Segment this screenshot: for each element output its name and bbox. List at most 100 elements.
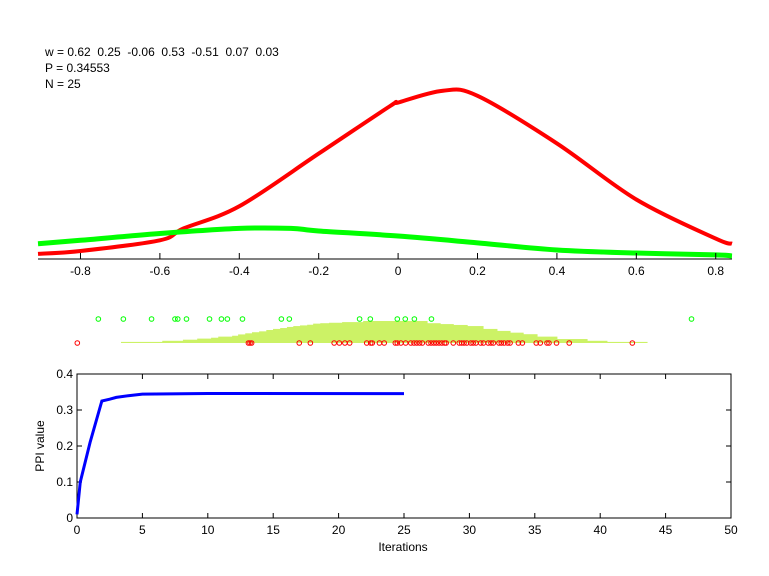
green-sample-point (428, 316, 435, 322)
histogram-bar (211, 337, 219, 343)
red-sample-point (485, 340, 492, 346)
histogram-bar (537, 336, 558, 343)
green-sample-point (120, 316, 127, 322)
red-sample-point (507, 340, 513, 346)
histogram-bar (232, 335, 239, 343)
histogram-bar (556, 339, 588, 343)
weights-text: w = 0.62 0.25 -0.06 0.53 -0.51 0.07 0.03 (45, 45, 279, 59)
x-tick-label: 50 (724, 523, 738, 537)
x-tick-label: -0.6 (150, 264, 171, 278)
red-sample-point (443, 340, 449, 346)
green-sample-point (286, 316, 293, 322)
x-tick-label: 0 (395, 264, 402, 278)
histogram-bar (440, 324, 454, 343)
red-sample-point (467, 340, 474, 346)
x-tick-label: 40 (594, 523, 608, 537)
red-sample-point (428, 340, 434, 346)
histogram-bar (453, 324, 468, 343)
x-tick-label: 0 (74, 523, 81, 537)
red-sample-point (431, 340, 437, 346)
ppi-plot: 0 5 10 15 20 25 30 35 40 45 50 0 0.1 0.2 0.3 0.4 Iterati… (33, 367, 738, 554)
density-plot: -0.8 -0.6 -0.4 -0.2 0 0.2 0.4 0.6 0.8 (37, 87, 733, 278)
x-tick-label: -0.2 (308, 264, 329, 278)
red-sample-point (544, 340, 550, 346)
red-sample-point (463, 340, 470, 346)
red-sample-point (433, 340, 440, 346)
histogram-bar (245, 333, 253, 343)
red-sample-point (74, 340, 81, 346)
green-sample-point (148, 316, 155, 322)
red-sample-point (458, 340, 465, 346)
red-sample-point (629, 340, 636, 346)
x-tick-label: 45 (659, 523, 673, 537)
red-sample-point (336, 340, 343, 346)
red-sample-point (461, 340, 467, 346)
red-sample-point (296, 340, 303, 346)
red-sample-point (392, 340, 399, 346)
x-tick-label: 30 (463, 523, 477, 537)
red-sample-point (450, 340, 457, 346)
x-tick-label: 20 (332, 523, 346, 537)
red-sample-point (402, 340, 409, 346)
y-tick-label: 0.1 (56, 475, 73, 489)
red-sample-point (490, 340, 497, 346)
red-sample-point (413, 340, 420, 346)
green-sample-point (218, 316, 225, 322)
histogram-bar (363, 321, 428, 343)
green-sample-point (367, 316, 374, 322)
red-sample-point (477, 340, 484, 346)
red-sample-point (381, 340, 388, 346)
green-density-curve (37, 225, 733, 259)
green-sample-point (95, 316, 102, 322)
red-sample-point (496, 340, 502, 346)
histogram-bar (427, 323, 441, 343)
x-tick-label: 0.6 (628, 264, 645, 278)
green-sample-point (411, 316, 418, 322)
y-tick-label: 0 (66, 511, 73, 525)
p-value-text: P = 0.34553 (45, 61, 110, 75)
green-sample-point (174, 316, 181, 322)
x-tick-label: 5 (139, 523, 146, 537)
histogram-bar (273, 328, 281, 343)
green-sample-point (206, 316, 213, 322)
histogram-bar (218, 336, 233, 343)
histogram-bar (120, 341, 163, 343)
red-sample-point (248, 340, 255, 346)
histogram-bar (587, 340, 608, 343)
red-sample-point (408, 340, 414, 346)
red-sample-point (346, 340, 353, 346)
green-sample-point (172, 316, 178, 322)
histogram-bar (483, 328, 498, 343)
red-sample-point (537, 340, 544, 346)
green-sample-point (224, 316, 231, 322)
red-sample-point (504, 340, 511, 346)
histogram-bar (606, 341, 648, 343)
histogram-bar (182, 339, 198, 343)
x-axis-label: Iterations (378, 540, 427, 554)
green-sample-point (394, 316, 401, 322)
red-sample-point (498, 340, 505, 346)
red-sample-point (501, 340, 507, 346)
histogram-bar (162, 340, 184, 343)
histogram-bar (293, 326, 301, 343)
histogram-bar (313, 323, 321, 343)
red-sample-point (436, 340, 442, 346)
x-tick-label: 25 (397, 523, 411, 537)
axes-box (76, 373, 732, 519)
histogram-bar (510, 332, 524, 343)
y-tick-label: 0.3 (56, 403, 73, 417)
n-count-text: N = 25 (45, 77, 81, 91)
histogram-bar (523, 334, 538, 343)
red-sample-point (394, 340, 401, 346)
histogram-bar (467, 326, 484, 343)
green-sample-point (278, 316, 285, 322)
red-sample-point (546, 340, 552, 346)
histogram-bar (496, 330, 511, 343)
histogram-bar (286, 326, 294, 343)
red-sample-point (470, 340, 476, 346)
histogram-bar (259, 331, 267, 343)
histogram-bar (197, 338, 212, 343)
y-tick-label: 0.2 (56, 439, 73, 453)
histogram-bar (320, 323, 330, 343)
